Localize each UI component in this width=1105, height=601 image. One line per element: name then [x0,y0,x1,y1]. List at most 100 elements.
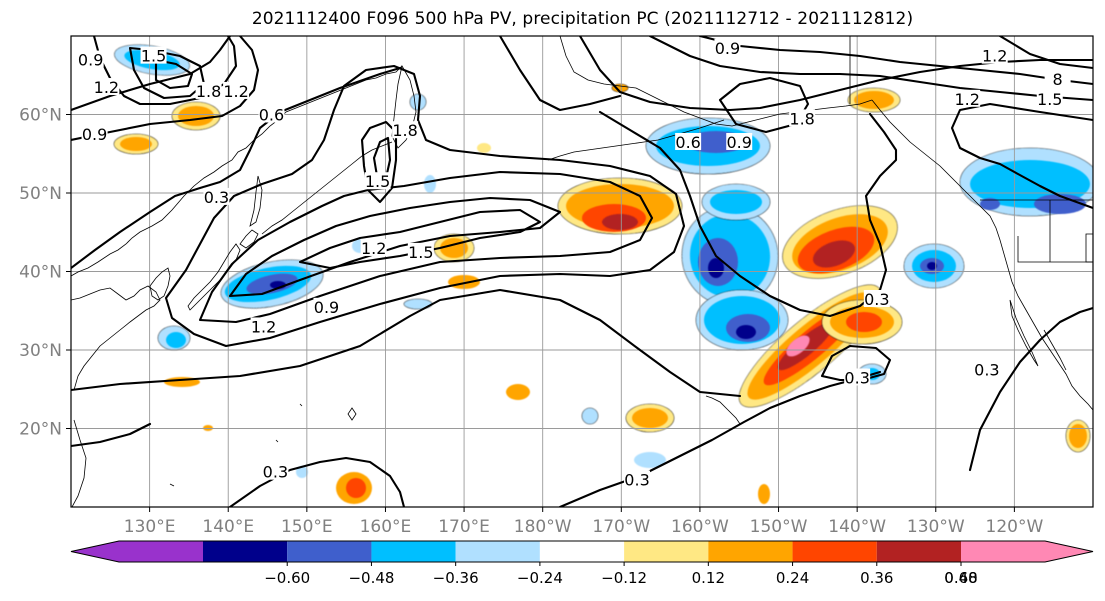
lon-tick-label: 120°W [986,517,1044,537]
contour-label-bg [195,81,222,99]
lon-tick-label: 150°E [281,517,333,537]
lon-tick-label: 140°W [828,517,886,537]
lon-tick-label: 160°E [360,517,412,537]
contour-label-bg [624,470,651,488]
contour-label: 1.2 [954,90,979,109]
contour-label-bg [863,289,890,307]
contour-0.6-main [164,64,686,348]
contour-0.3-central [598,110,898,318]
contour-label: 1.2 [251,317,276,336]
lon-tick-label: 150°W [750,517,808,537]
coastline-alaska [559,36,873,127]
lat-tick-label: 30°N [19,341,62,361]
contour-0.3-mid [71,422,152,448]
contour-label-bg [364,172,391,190]
coastline-california-gulf [1043,329,1067,371]
colorbar-segment [539,541,625,562]
hawaii-islands [705,395,741,425]
shade-s-blue-4 [758,484,770,504]
contour-label-bg [313,297,340,315]
colorbar-segment [455,541,540,562]
shade-central-blue-1-3 [708,258,724,278]
contour-label: 1.8 [196,82,221,101]
contour-label: 0.3 [263,463,288,482]
coastline-hokkaido [239,229,259,249]
lon-tick-label: 140°E [202,517,254,537]
shade-central-blue-3-1 [710,190,762,214]
colorbar-tick-label: 0.24 [776,569,809,587]
colorbar-tick-label: −0.12 [601,569,647,587]
contour-label: 0.9 [314,298,339,317]
shade-s-blue-1 [634,452,666,468]
contour-label: 1.8 [392,121,417,140]
coastline-china [71,285,161,391]
colorbar-segment [876,541,961,562]
contour-1.2-nw [92,36,238,106]
shade-nw-orange-1 [178,106,214,126]
lon-tick-label: 170°W [592,517,650,537]
contour-label: 1.2 [361,239,386,258]
philippines [71,419,87,507]
contour-label-bg [93,78,120,96]
contour-label: 0.3 [204,188,229,207]
shade-s-orange-2 [506,384,530,400]
contour-0.9-nw [71,36,260,142]
shade-se-orange-2 [846,312,882,332]
contour-label: 1.5 [1037,90,1062,109]
contour-label: 1.2 [223,82,248,101]
contour-0.3-north [71,66,402,270]
contour-label-bg [981,46,1008,64]
contour-label: 0.9 [727,133,752,152]
colorbar-tick-label: 0.12 [692,569,725,587]
contour-1.2-ne [648,36,1093,102]
contour-label-bg [203,187,230,205]
colorbar-outline [70,540,1094,563]
coastline-kuril [261,141,393,235]
chart-title: 2021112400 F096 500 hPa PV, precipitatio… [251,9,914,29]
colorbar-segment [203,541,288,562]
colorbar-tick-label: 0.60 [944,569,977,587]
shade-s-blue-2 [296,466,308,478]
contour-label-bg [954,89,981,107]
contour-label: 0.3 [844,368,869,387]
coastline-korea [149,267,171,301]
lon-tick-label: 170°E [438,517,490,537]
contour-0.3-se [968,306,1093,472]
contour-label-bg [77,50,104,68]
contour-label: 1.2 [94,78,119,97]
contour-0.9-main [198,170,654,324]
contour-label-bg [726,132,753,150]
contour-label: 0.9 [715,39,740,58]
contour-label-bg [844,368,871,386]
shade-canada-blue-2 [1034,194,1086,214]
contour-label: 0.3 [974,361,999,380]
shade-kam-blue-2 [477,143,491,153]
coastlines [71,36,1093,507]
coastline-nw-america [871,99,1093,411]
contour-label: 0.3 [624,471,649,490]
colorbar-tick-label: 0.48 [944,569,977,587]
contour-1.5-east [998,36,1093,70]
coastline-asia [71,65,403,277]
contour-0.6-ne [498,36,622,112]
shade-sw-blue-1 [166,332,186,348]
gridlines [71,36,1093,507]
shade-alaska-orange-1 [854,91,894,109]
contour-0.3-east [950,102,1093,210]
lat-tick-label: 40°N [19,263,62,283]
map-area: 0.9 1.51.2 1.8 1.20.90.61.81.50.31.2 1.50.91… [71,36,1093,507]
contour-1.5-main [298,208,542,270]
contour-0.3-south [71,288,742,398]
shade-central-blue-2-3 [736,325,756,339]
contour-1.8-ne [718,76,810,134]
contour-label-bg [140,46,167,64]
coastline-baja [1009,299,1039,367]
coastline-japan [187,243,241,311]
contour-label: 0.9 [78,51,103,70]
contour-label: 0.3 [864,290,889,309]
shade-s-orange-1 [632,408,668,428]
coastline-kamchatka [391,64,417,149]
contour-0.3-sw [228,456,406,507]
longitude-ticks: 130°E 140°E 150°E 160°E 170°E 180°W 170°W 160°W… [124,507,1044,537]
contour-label-bg [392,121,419,139]
